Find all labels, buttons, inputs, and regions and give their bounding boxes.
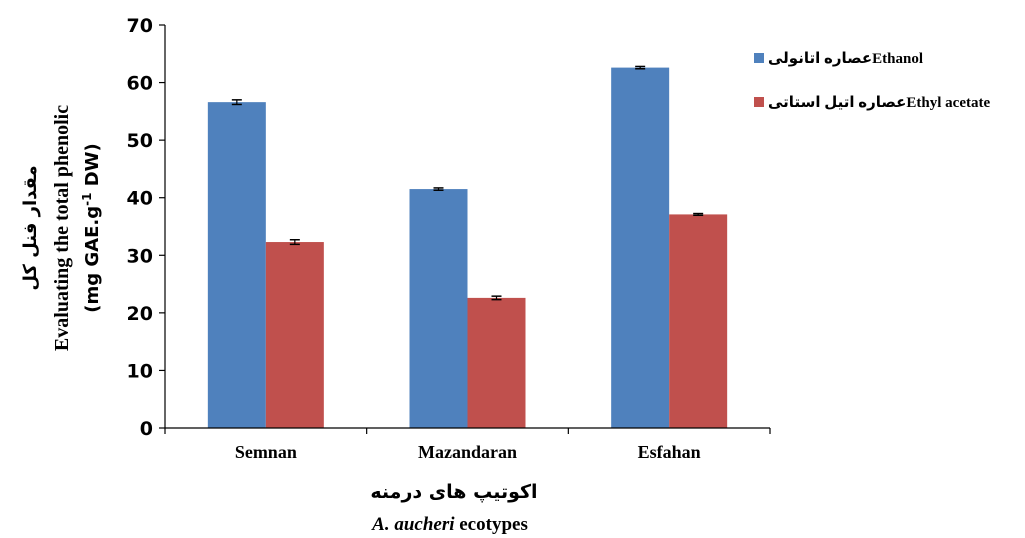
bar-ethyl-acetate-semnan [265, 242, 324, 428]
y-axis-title-en: Evaluating the total phenolic [51, 105, 73, 351]
legend-swatch-ethyl-acetate [754, 97, 764, 107]
y-unit-prefix: (mg GAE.g [82, 206, 103, 313]
x-title-italic: A. aucheri [371, 514, 455, 535]
error-bar [635, 65, 646, 70]
legend-swatch-ethanol [754, 53, 764, 63]
bar-ethanol-mazandaran [409, 189, 468, 428]
y-tick-label: 0 [140, 418, 153, 440]
error-bar [693, 212, 704, 217]
bar-ethyl-acetate-mazandaran [467, 297, 526, 428]
error-bar [491, 295, 502, 301]
error-bar [433, 187, 444, 191]
y-tick-label: 50 [127, 130, 153, 152]
bar-ethyl-acetate-esfahan [669, 214, 728, 428]
x-tick-label: Mazandaran [418, 442, 517, 462]
y-unit-suffix: DW) [82, 143, 103, 192]
error-bar [231, 99, 242, 106]
y-tick-label: 20 [127, 303, 153, 325]
bar-ethanol-esfahan [611, 67, 670, 429]
bars [207, 65, 728, 429]
x-axis-title-fa: اکوتیپ های درمنه [370, 481, 537, 503]
y-unit-sup: -1 [80, 193, 94, 206]
y-axis-title-unit: (mg GAE.g-1 DW) [80, 143, 103, 313]
legend-label-ethyl-acetate: عصاره اتیل استاتیEthyl acetate [768, 95, 990, 111]
bar-ethanol-semnan [207, 102, 266, 428]
y-tick-label: 30 [127, 245, 153, 267]
x-tick-label: Esfahan [638, 442, 701, 462]
y-tick-label: 60 [127, 73, 153, 95]
x-axis-title-en: A. aucheri ecotypes [371, 514, 528, 535]
y-axis: 0 10 20 30 40 50 60 70 [127, 15, 166, 440]
x-axis: Semnan Mazandaran Esfahan [164, 427, 771, 462]
y-tick-label: 10 [127, 360, 153, 382]
x-title-rest: ecotypes [455, 514, 528, 535]
legend-label-ethanol: عصاره اتانولیEthanol [768, 51, 923, 67]
error-bar [289, 238, 300, 246]
y-tick-label: 40 [127, 188, 153, 210]
x-tick-label: Semnan [235, 442, 297, 462]
y-axis-title-fa: مقدار فنل کل [20, 165, 41, 290]
y-tick-label: 70 [127, 15, 153, 37]
legend: عصاره اتانولیEthanol عصاره اتیل استاتیEt… [754, 51, 990, 111]
y-axis-title: مقدار فنل کل Evaluating the total phenol… [20, 105, 103, 351]
